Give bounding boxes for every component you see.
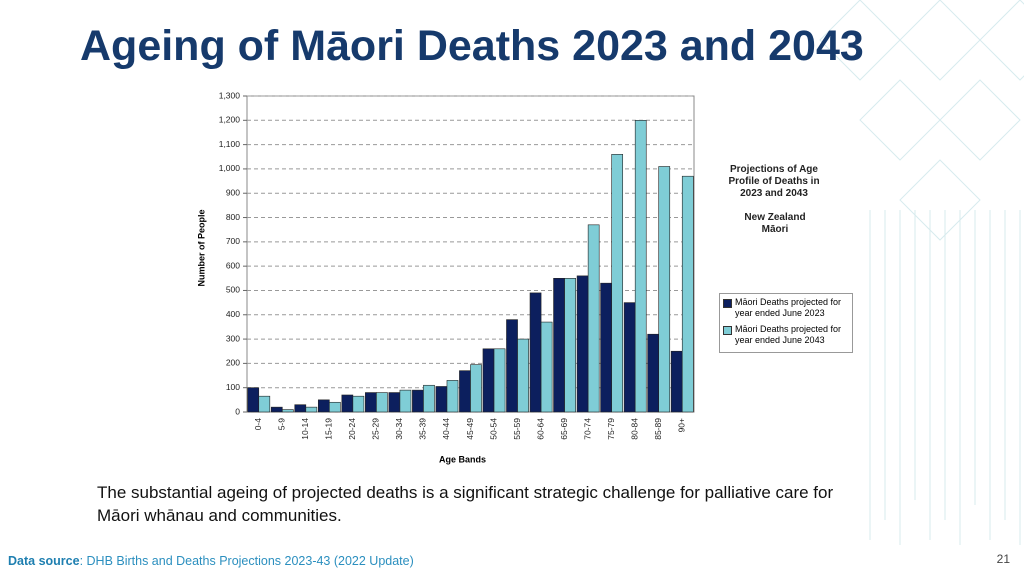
legend: Māori Deaths projected for year ended Ju… xyxy=(719,293,853,353)
bar xyxy=(329,401,341,413)
bar xyxy=(412,389,424,413)
y-axis-label: Number of People xyxy=(196,209,206,286)
y-tick-label: 300 xyxy=(226,333,240,343)
bar xyxy=(376,392,388,413)
y-tick-label: 100 xyxy=(226,382,240,392)
bar xyxy=(493,348,506,413)
x-tick-label: 35-39 xyxy=(418,418,428,440)
bar xyxy=(587,224,600,413)
bar xyxy=(281,409,294,413)
x-tick-label: 85-89 xyxy=(653,418,663,440)
legend-label: Māori Deaths projected for year ended Ju… xyxy=(735,324,842,345)
y-tick-label: 800 xyxy=(226,212,240,222)
source: Data source: DHB Births and Deaths Proje… xyxy=(8,554,414,568)
y-tick-label: 1,100 xyxy=(219,139,241,149)
bar xyxy=(435,386,448,413)
bar xyxy=(399,389,412,413)
y-tick-label: 700 xyxy=(226,236,240,246)
bar xyxy=(506,319,518,413)
x-tick-label: 75-79 xyxy=(606,418,616,440)
y-tick-label: 1,000 xyxy=(219,163,241,173)
bar xyxy=(540,321,553,413)
bar xyxy=(470,364,482,413)
bar xyxy=(553,278,565,413)
bar xyxy=(681,175,694,413)
y-tick-label: 500 xyxy=(226,285,240,295)
bar xyxy=(600,282,612,413)
x-axis-label: Age Bands xyxy=(439,454,486,464)
y-tick-label: 200 xyxy=(226,358,240,368)
source-text: : DHB Births and Deaths Projections 2023… xyxy=(79,554,414,568)
caption: The substantial ageing of projected deat… xyxy=(97,483,834,525)
bar xyxy=(365,392,377,413)
bar xyxy=(305,406,318,413)
x-tick-label: 55-59 xyxy=(512,418,522,440)
bar xyxy=(529,292,542,413)
bar xyxy=(611,154,624,413)
bar xyxy=(247,387,260,413)
bar xyxy=(423,384,435,413)
bar xyxy=(482,348,495,413)
legend-swatch xyxy=(723,299,732,308)
bar xyxy=(317,399,330,413)
x-tick-label: 80-84 xyxy=(629,418,639,440)
x-tick-label: 40-44 xyxy=(441,418,451,440)
bar xyxy=(623,302,636,413)
bar xyxy=(352,395,365,413)
y-tick-label: 1,200 xyxy=(219,115,241,125)
x-tick-label: 0-4 xyxy=(253,418,263,431)
bar xyxy=(341,394,354,413)
bar xyxy=(446,380,459,413)
source-label: Data source xyxy=(8,554,80,568)
annotation: Projections of Age Profile of Deaths in … xyxy=(728,164,820,199)
slide-title: Ageing of Māori Deaths 2023 and 2043 xyxy=(80,22,864,70)
bar xyxy=(517,338,529,413)
legend-item: Māori Deaths projected for year ended Ju… xyxy=(720,323,852,347)
y-tick-label: 400 xyxy=(226,309,240,319)
bar xyxy=(647,333,660,413)
bar xyxy=(576,275,589,413)
bar xyxy=(670,350,683,413)
y-tick-label: 1,300 xyxy=(219,90,241,100)
y-tick-label: 600 xyxy=(226,260,240,270)
bar xyxy=(459,370,471,413)
x-tick-label: 5-9 xyxy=(277,418,287,431)
y-tick-label: 0 xyxy=(235,406,240,416)
x-tick-label: 90+ xyxy=(676,418,686,432)
bar xyxy=(658,166,671,413)
legend-swatch xyxy=(723,326,732,335)
y-tick-label: 900 xyxy=(226,187,240,197)
legend-item: Māori Deaths projected for year ended Ju… xyxy=(720,296,852,320)
x-tick-label: 10-14 xyxy=(300,418,310,440)
bar xyxy=(294,404,307,413)
x-tick-label: 25-29 xyxy=(371,418,381,440)
bar xyxy=(634,120,647,413)
bar xyxy=(564,278,576,413)
bar xyxy=(270,406,283,413)
x-tick-label: 65-69 xyxy=(559,418,569,440)
x-tick-label: 60-64 xyxy=(535,418,545,440)
page-number: 21 xyxy=(996,552,1010,566)
x-tick-label: 20-24 xyxy=(347,418,357,440)
annotation: New Zealand Māori xyxy=(744,212,806,235)
x-tick-label: 30-34 xyxy=(394,418,404,440)
x-tick-label: 50-54 xyxy=(488,418,498,440)
x-tick-label: 70-74 xyxy=(582,418,592,440)
x-tick-label: 15-19 xyxy=(324,418,334,440)
bar xyxy=(258,395,271,413)
x-tick-label: 45-49 xyxy=(465,418,475,440)
legend-label: Māori Deaths projected for year ended Ju… xyxy=(735,297,842,318)
bar xyxy=(388,392,401,413)
